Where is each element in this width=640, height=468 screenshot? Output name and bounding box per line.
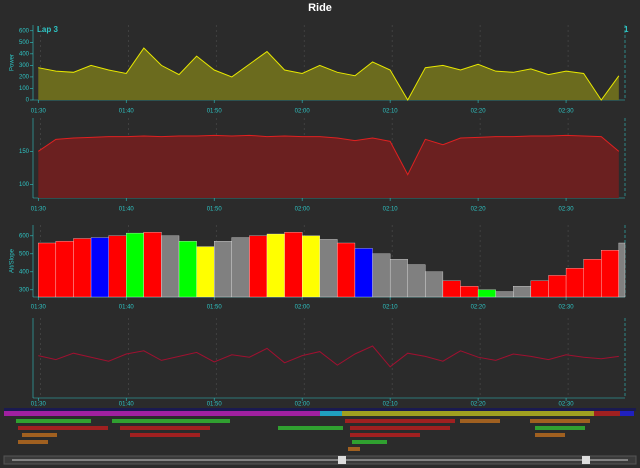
x-tick-label: 02:20 (471, 207, 487, 213)
slope-bar (513, 286, 532, 298)
x-tick-label: 02:10 (383, 109, 399, 115)
slope-bar (495, 291, 514, 298)
slope-bar (477, 289, 496, 298)
area (38, 48, 619, 100)
x-tick-label: 02:30 (559, 402, 575, 408)
slope-bar (460, 286, 479, 298)
x-tick-label: 01:50 (207, 109, 223, 115)
x-tick-label: 01:30 (31, 207, 47, 213)
x-tick-label: 01:30 (31, 402, 47, 408)
slope-bar (302, 235, 320, 298)
slope-bar (548, 275, 567, 298)
slope-bar (530, 280, 549, 298)
slope-bar (284, 232, 303, 298)
x-tick-label: 02:10 (383, 305, 399, 311)
y-tick-label: 300 (19, 287, 30, 293)
x-tick-label: 02:30 (559, 207, 575, 213)
y-tick-label: 500 (19, 40, 30, 46)
x-tick-label: 02:20 (471, 109, 487, 115)
slope-bar (425, 271, 444, 298)
x-tick-label: 01:30 (31, 109, 47, 115)
slope-bar (178, 241, 197, 298)
slope-bar (73, 238, 92, 298)
y-axis-label: Alt/Slope (10, 248, 16, 273)
intervals (4, 408, 636, 451)
x-tick-label: 02:20 (471, 402, 487, 408)
x-tick-label: 02:10 (383, 402, 399, 408)
x-tick-label: 02:30 (559, 109, 575, 115)
slope-bar (354, 248, 373, 298)
title: Ride (308, 2, 332, 14)
x-tick-label: 01:40 (119, 109, 135, 115)
slope-bar (601, 250, 619, 298)
y-tick-label: 400 (19, 51, 30, 57)
area (38, 135, 619, 198)
x-tick-label: 01:50 (207, 207, 223, 213)
slope-bar (618, 242, 626, 298)
slope-bar (214, 241, 232, 298)
lap-label: Lap 3 (37, 25, 58, 34)
y-axis-label: Power (10, 54, 16, 71)
y-tick-label: 500 (19, 251, 30, 257)
x-tick-label: 02:00 (295, 207, 311, 213)
y-tick-label: 300 (19, 63, 30, 69)
x-tick-label: 01:50 (207, 305, 223, 311)
y-tick-label: 100 (19, 86, 30, 92)
slope-bar (108, 235, 127, 298)
y-tick-label: 400 (19, 269, 30, 275)
line (38, 47, 620, 102)
x-tick-label: 02:30 (559, 305, 575, 311)
x-tick-label: 01:50 (207, 402, 223, 408)
slope-bar (389, 259, 408, 298)
slope-bar (231, 237, 250, 298)
x-tick-label: 02:00 (295, 109, 311, 115)
x-tick-label: 02:00 (295, 402, 311, 408)
slope-bar (90, 237, 109, 298)
x-tick-label: 01:40 (119, 207, 135, 213)
y-tick-label: 0 (26, 98, 30, 104)
slope-bar (337, 242, 356, 298)
x-tick-label: 01:30 (31, 305, 47, 311)
slope-bar (266, 233, 285, 298)
y-tick-label: 600 (19, 28, 30, 34)
y-tick-label: 200 (19, 75, 30, 81)
y-tick-label: 600 (19, 233, 30, 239)
y-tick-label: 150 (19, 149, 30, 155)
lap-end: 1 (624, 25, 629, 34)
x-tick-label: 01:40 (119, 305, 135, 311)
slope-bar (565, 268, 584, 298)
slope-bar (442, 280, 461, 298)
slope-bar (126, 232, 144, 298)
slope-bar (196, 246, 215, 298)
line (38, 345, 619, 368)
x-tick-label: 02:00 (295, 305, 311, 311)
slope-bar (143, 232, 162, 298)
x-tick-label: 02:10 (383, 207, 399, 213)
slope-bar (583, 259, 602, 298)
x-tick-label: 02:20 (471, 305, 487, 311)
line (37, 134, 620, 176)
slope-bar (55, 241, 74, 298)
slope-bar (407, 264, 426, 298)
time-slider[interactable] (3, 455, 637, 465)
y-tick-label: 100 (19, 182, 30, 188)
slope-bar (161, 235, 180, 298)
slope-bar (249, 235, 268, 298)
x-tick-label: 01:40 (119, 402, 135, 408)
slope-bar (319, 239, 338, 298)
slope-bar (372, 253, 391, 298)
slope-bar (38, 242, 57, 298)
